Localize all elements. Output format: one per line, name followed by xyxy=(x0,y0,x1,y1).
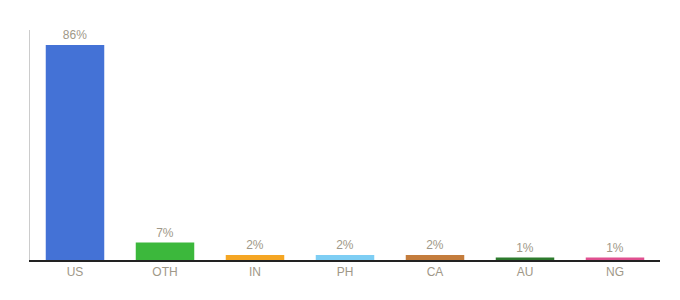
svg-text:7%: 7% xyxy=(156,226,174,240)
svg-text:1%: 1% xyxy=(516,241,534,255)
svg-text:NG: NG xyxy=(606,265,624,279)
svg-text:OTH: OTH xyxy=(152,265,177,279)
svg-text:IN: IN xyxy=(249,265,261,279)
svg-text:1%: 1% xyxy=(606,241,624,255)
svg-text:PH: PH xyxy=(337,265,354,279)
svg-text:US: US xyxy=(67,265,84,279)
svg-text:86%: 86% xyxy=(63,28,87,42)
svg-text:2%: 2% xyxy=(336,238,354,252)
svg-text:2%: 2% xyxy=(426,238,444,252)
svg-text:AU: AU xyxy=(517,265,534,279)
svg-text:CA: CA xyxy=(427,265,444,279)
svg-text:2%: 2% xyxy=(246,238,264,252)
